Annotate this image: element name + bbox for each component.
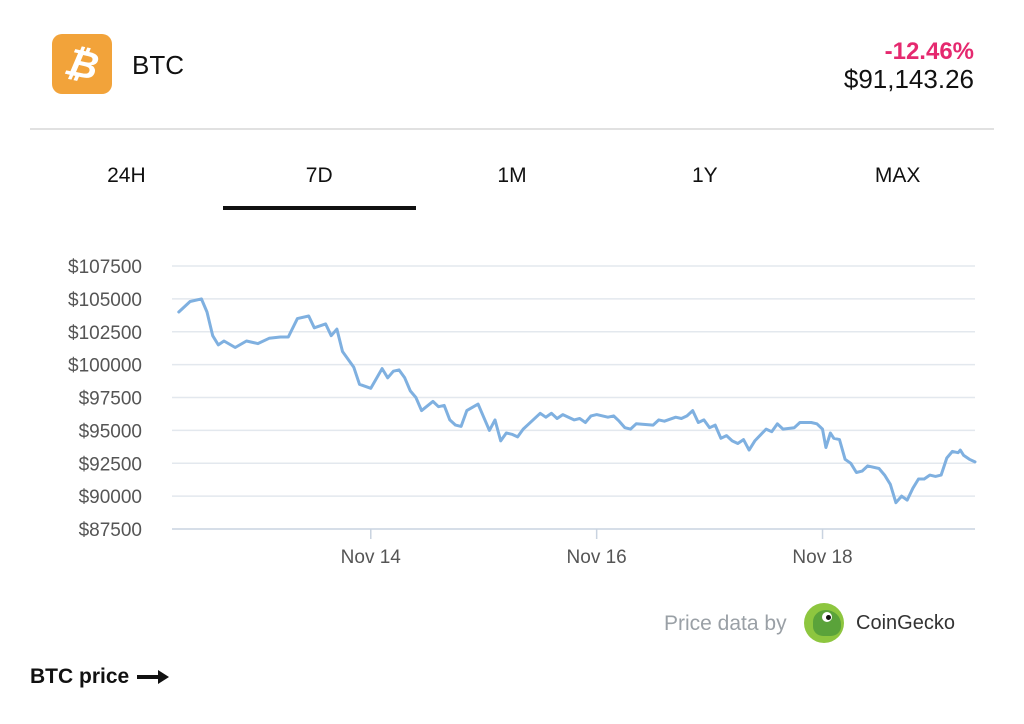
timeframe-tabs: 24H 7D 1M 1Y MAX	[30, 150, 994, 212]
coingecko-link[interactable]: CoinGecko	[856, 612, 955, 634]
y-tick-label: $87500	[79, 520, 142, 541]
header-divider	[30, 128, 994, 130]
btc-price-link[interactable]: BTC price	[30, 665, 170, 689]
arrow-right-icon	[137, 670, 170, 684]
coin-symbol: BTC	[132, 50, 184, 80]
x-tick-label: Nov 18	[792, 547, 852, 568]
price-data-credit: Price data by	[664, 612, 787, 635]
bitcoin-icon: ₿	[52, 34, 112, 94]
tab-1y[interactable]: 1Y	[691, 164, 718, 187]
y-tick-label: $95000	[79, 421, 142, 442]
y-tick-label: $107500	[68, 257, 142, 278]
btc-price-link-label: BTC price	[30, 665, 130, 688]
coingecko-icon[interactable]	[804, 603, 844, 643]
price-line	[177, 297, 977, 505]
x-tick-label: Nov 16	[567, 547, 627, 568]
tab-max[interactable]: MAX	[874, 164, 921, 187]
current-price: $91,143.26	[843, 64, 974, 94]
y-tick-label: $90000	[79, 487, 142, 508]
y-tick-label: $97500	[79, 389, 142, 410]
price-chart: $87500 $90000 $92500 $95000 $97500 $100000 $10…	[68, 257, 977, 568]
tab-24h[interactable]: 24H	[107, 164, 146, 187]
y-tick-label: $100000	[68, 356, 142, 377]
tab-1m[interactable]: 1M	[497, 164, 527, 187]
tab-7d[interactable]: 7D	[222, 150, 416, 212]
x-tick-label: Nov 14	[341, 547, 402, 568]
price-change: -12.46%	[884, 38, 974, 65]
y-tick-label: $102500	[68, 323, 142, 344]
y-tick-label: $92500	[79, 454, 142, 475]
y-tick-label: $105000	[68, 290, 142, 311]
